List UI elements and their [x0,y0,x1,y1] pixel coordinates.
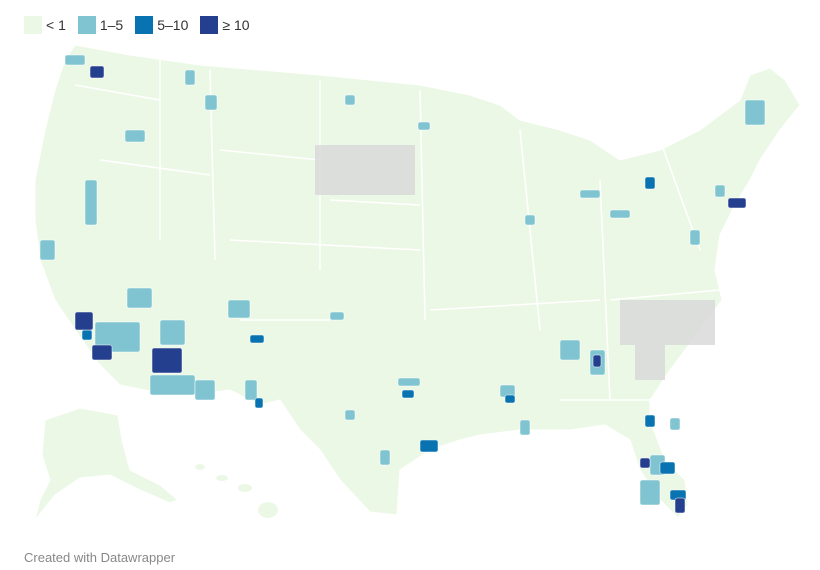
state-border [429,299,601,311]
highlighted-county [639,457,651,469]
legend-label: < 1 [46,17,66,33]
highlighted-county [669,417,681,431]
highlighted-county [329,311,345,321]
highlighted-county [344,409,356,421]
legend-label: ≥ 10 [222,17,250,33]
hawaii-island [258,502,278,518]
alaska-shape [34,407,179,521]
no-data-area [635,345,665,380]
no-data-area [315,145,415,195]
highlighted-county [94,321,141,353]
state-border [329,199,421,206]
highlighted-county [379,449,391,466]
state-border [39,279,111,381]
highlighted-county [249,334,265,344]
highlighted-county [417,121,431,131]
highlighted-county [419,439,439,453]
state-border [609,289,721,301]
hawaii-island [195,464,205,470]
no-data-area [620,300,715,345]
highlighted-county [659,461,676,475]
highlighted-county [397,377,421,387]
highlighted-county [126,287,153,309]
highlighted-county [124,129,146,143]
legend-item: 1–5 [77,16,124,34]
footer: Created with Datawrapper [24,550,176,565]
legend-swatch [24,16,42,34]
highlighted-county [609,209,631,219]
highlighted-county [727,197,747,209]
highlighted-county [559,339,581,361]
highlighted-county [644,176,656,190]
state-border [74,84,161,101]
state-border [599,179,611,401]
legend-label: 5–10 [157,17,189,33]
highlighted-county [254,397,264,409]
legend-swatch [135,16,154,34]
legend: < 1 1–5 5–10 ≥ 10 [24,16,250,34]
highlighted-county [84,179,98,226]
highlighted-county [524,214,536,226]
state-border [229,239,421,251]
highlighted-county [91,344,113,361]
highlighted-county [344,94,356,106]
highlighted-county [519,419,531,436]
highlighted-county [244,379,258,401]
highlighted-county [149,374,196,396]
highlighted-county [74,311,94,331]
highlighted-county [674,497,686,514]
legend-swatch [200,16,219,34]
highlighted-county [227,299,251,319]
highlighted-county [151,347,183,374]
country-shape [34,44,801,519]
highlighted-county [159,319,186,346]
hawaii-island [238,484,252,492]
hawaii-island [216,475,228,481]
highlighted-county [579,189,601,199]
highlighted-county [194,379,216,401]
state-border [519,129,541,331]
legend-item: ≥ 10 [200,16,250,34]
legend-swatch [77,16,96,34]
highlighted-county [592,354,602,368]
highlighted-county [644,414,656,428]
state-border [219,149,321,161]
legend-item: < 1 [24,16,66,34]
legend-label: 1–5 [99,17,124,33]
legend-item: 5–10 [135,16,188,34]
highlighted-county [401,389,415,399]
highlighted-county [504,394,516,404]
highlighted-county [39,239,56,261]
highlighted-county [81,329,93,341]
highlighted-county [744,99,766,126]
highlighted-county [184,69,196,86]
state-border [99,159,211,176]
highlighted-county [64,54,86,66]
highlighted-county [714,184,726,198]
highlighted-county [639,479,661,506]
highlighted-county [689,229,701,246]
highlighted-county [204,94,218,111]
highlighted-county [89,65,105,79]
